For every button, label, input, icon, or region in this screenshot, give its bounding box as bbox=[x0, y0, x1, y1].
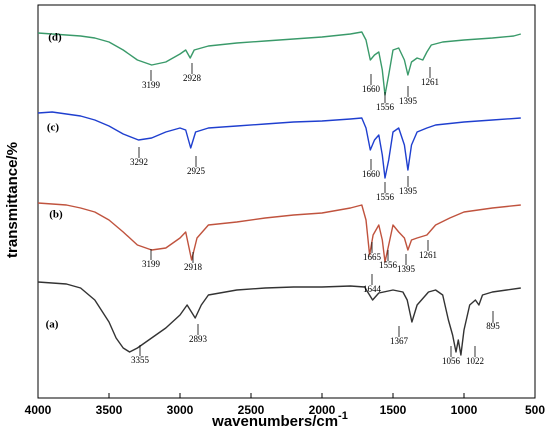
x-tick-label: 3000 bbox=[167, 403, 194, 417]
x-axis-label: wavenumbers/cm-1 bbox=[211, 410, 348, 430]
peak-label: 1556 bbox=[376, 192, 395, 202]
peak-label: 1395 bbox=[397, 264, 416, 274]
peak-label: 3292 bbox=[130, 157, 148, 167]
x-tick-label: 2000 bbox=[309, 403, 336, 417]
peak-label: 1665 bbox=[363, 252, 382, 262]
peak-label: 1395 bbox=[399, 96, 418, 106]
peak-label: 895 bbox=[486, 321, 500, 331]
peak-label: 3199 bbox=[142, 259, 161, 269]
spectrum-line bbox=[37, 202, 521, 263]
peak-label: 1395 bbox=[399, 186, 418, 196]
peak-label: 2918 bbox=[184, 262, 203, 272]
x-tick-label: 3500 bbox=[96, 403, 123, 417]
peak-label: 1367 bbox=[390, 336, 409, 346]
peak-label: 1261 bbox=[419, 250, 437, 260]
x-axis-label-main: wavenumbers/cm bbox=[211, 413, 338, 430]
spectrum-line bbox=[37, 31, 521, 96]
y-axis-label: transmittance/% bbox=[4, 142, 21, 258]
series-name: (c) bbox=[47, 122, 60, 134]
series-name: (a) bbox=[46, 319, 59, 331]
series-name: (d) bbox=[48, 32, 62, 44]
peak-label: 1660 bbox=[362, 169, 381, 179]
x-tick-label: 1000 bbox=[451, 403, 478, 417]
plot-frame bbox=[37, 4, 536, 399]
series-name: (b) bbox=[49, 209, 63, 221]
x-tick-label: 2500 bbox=[238, 403, 265, 417]
peak-label: 1556 bbox=[376, 102, 395, 112]
peak-label: 2893 bbox=[189, 334, 208, 344]
peak-label: 2928 bbox=[183, 73, 202, 83]
peak-label: 1261 bbox=[421, 77, 439, 87]
peak-label: 1056 bbox=[442, 356, 461, 366]
peak-label: 3199 bbox=[142, 80, 161, 90]
x-axis-label-sup: -1 bbox=[338, 410, 348, 422]
x-tick-label: 1500 bbox=[380, 403, 407, 417]
peak-label: 3355 bbox=[131, 355, 150, 365]
peak-label: 2925 bbox=[187, 166, 206, 176]
peak-label: 1022 bbox=[466, 356, 484, 366]
x-tick-label: 500 bbox=[525, 403, 545, 417]
peak-label: 1660 bbox=[362, 84, 381, 94]
peak-label: 1556 bbox=[379, 260, 398, 270]
spectrum-line bbox=[37, 281, 521, 356]
x-tick-label: 4000 bbox=[25, 403, 52, 417]
peak-label: 1644 bbox=[363, 284, 382, 294]
spectrum-line bbox=[37, 111, 521, 179]
